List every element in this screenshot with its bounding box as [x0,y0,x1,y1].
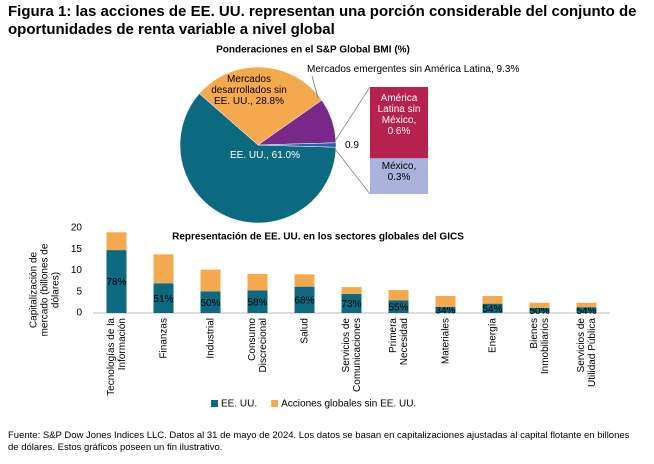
share-label: 51% [153,294,173,305]
x-tick-label: Salud [299,318,310,344]
share-label: 54% [576,306,596,317]
bar-segment [200,291,221,313]
bar-segment [106,232,127,251]
pie-slice [179,93,337,224]
x-tick-label: Bienes Inmobiliarios [528,318,551,375]
x-tick-label: Finanzas [158,318,169,359]
share-label: 73% [341,299,361,310]
legend-swatch [271,400,279,407]
x-tick-label: Consumo Discrecional [246,318,269,373]
x-tick-label: Servicios de Comunicaciones [340,318,363,392]
bar-segment [294,286,315,313]
bar-segment [153,254,174,284]
share-label: 78% [106,277,126,288]
x-tick-label: Materiales [440,318,451,365]
figure-title: Figura 1: las acciones de EE. UU. repres… [8,3,637,38]
bar-segment [294,274,315,287]
bar-segment [576,302,597,308]
bar-segment [529,302,550,308]
bar-segment [388,300,409,313]
y-tick-label: 20 [71,223,83,234]
share-label: 34% [435,306,455,317]
pie-slice [257,142,337,148]
bar-segment [153,283,174,313]
bar-segment [341,293,362,313]
bar-segment [341,287,362,294]
bar-segment [529,307,550,313]
x-tick-label: Tecnologías de la Información [105,318,128,396]
pie-title: Ponderaciones en el S&P Global BMI (%) [216,45,410,56]
x-tick-label: Servicios de Utilidad Pública [575,318,598,387]
x-tick-label: Primera Necesidad [387,318,410,366]
share-label: 68% [294,295,314,306]
share-label: 58% [247,297,267,308]
bar-segment [576,307,597,313]
y-tick-label: 0 [76,308,82,319]
x-tick-label: Energía [487,318,498,354]
pie-label: EE. UU., 61.0% [229,150,301,161]
y-tick-label: 15 [71,244,83,255]
pie-label: Mercados desarrollados sin EE. UU., 28.8… [211,74,287,107]
legend-label: EE. UU. [221,399,257,410]
y-axis-label: Capitalización de mercado (billones de d… [28,243,62,337]
bar-segment [106,250,127,313]
leader-line [311,75,319,99]
bar-segment [435,307,456,313]
breakdown-label: América Latina sin México, 0.6% [377,93,421,137]
bar-segment [482,303,503,313]
share-label: 55% [388,302,408,313]
x-tick-label: Industrial [205,318,216,359]
pie-label: 0.9 [345,140,359,151]
bar-segment [388,290,409,301]
bar-segment [247,290,268,313]
breakdown-label: México, 0.3% [381,161,417,184]
y-tick-label: 5 [76,286,82,297]
footnote: Fuente: S&P Dow Jones Indices LLC. Datos… [8,430,630,453]
y-tick-label: 10 [71,265,83,276]
breakdown-segment [370,87,428,159]
legend-label: Acciones globales sin EE. UU. [281,399,416,410]
connector [334,148,371,195]
bar-segment [435,296,456,308]
bar-title: Representación de EE. UU. en los sectore… [172,232,464,243]
bar-segment [247,273,268,291]
pie-label: Mercados emergentes sin América Latina, … [307,64,520,75]
bar-segment [482,296,503,304]
connector [334,86,371,142]
pie-slice [198,66,323,146]
breakdown-segment [370,158,428,194]
share-label: 50% [200,298,220,309]
bar-segment [200,269,221,292]
share-label: 50% [529,306,549,317]
share-label: 54% [482,304,502,315]
legend-swatch [211,400,218,407]
